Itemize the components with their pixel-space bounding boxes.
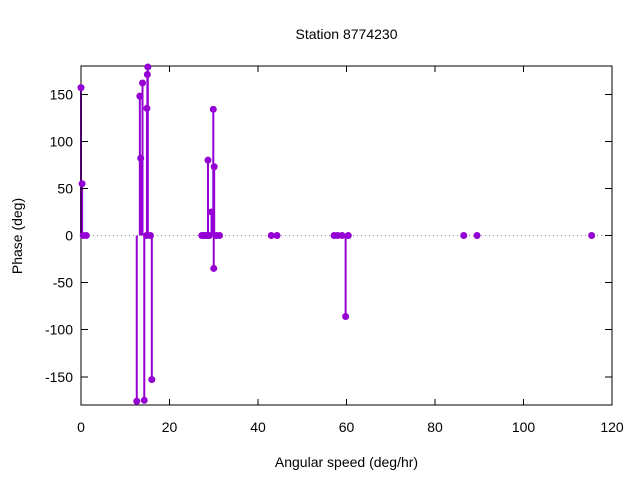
data-point <box>148 376 156 384</box>
data-point <box>82 232 90 239</box>
data-point <box>133 397 141 405</box>
data-point <box>78 180 86 188</box>
x-tick-label: 20 <box>162 419 178 435</box>
data-point <box>216 232 224 239</box>
x-tick-label: 40 <box>250 419 266 435</box>
data-point <box>136 92 144 100</box>
data-point <box>204 156 212 164</box>
y-tick-label: 50 <box>57 180 73 196</box>
data-point <box>209 105 217 113</box>
y-tick-label: -150 <box>45 369 73 385</box>
data-point <box>208 208 216 216</box>
chart-title: Station 8774230 <box>295 26 398 42</box>
y-tick-label: 150 <box>50 86 74 102</box>
y-tick-label: -50 <box>53 275 73 291</box>
y-tick-label: 0 <box>65 228 73 244</box>
data-point <box>139 79 147 87</box>
x-tick-label: 120 <box>600 419 624 435</box>
y-axis-label: Phase (deg) <box>9 197 25 275</box>
x-tick-label: 60 <box>339 419 355 435</box>
data-point <box>210 264 218 272</box>
data-point <box>338 232 346 239</box>
data-point <box>267 232 275 239</box>
data-point <box>473 232 481 239</box>
x-tick-label: 0 <box>77 419 85 435</box>
data-point <box>144 63 152 71</box>
data-point <box>210 163 218 171</box>
data-point <box>143 70 151 78</box>
y-tick-label: -100 <box>45 322 73 338</box>
data-point <box>344 232 352 239</box>
y-tick-label: 100 <box>50 133 74 149</box>
data-point <box>137 154 145 162</box>
data-point <box>146 232 154 239</box>
data-point <box>77 84 85 92</box>
x-axis-label: Angular speed (deg/hr) <box>274 454 419 470</box>
x-tick-label: 100 <box>512 419 536 435</box>
data-point <box>342 312 350 320</box>
x-tick-label: 80 <box>427 419 443 435</box>
data-point <box>588 232 596 239</box>
data-point <box>460 232 468 239</box>
data-point <box>273 232 281 239</box>
data-point <box>143 104 151 112</box>
data-point <box>205 232 213 239</box>
data-point <box>140 396 148 404</box>
